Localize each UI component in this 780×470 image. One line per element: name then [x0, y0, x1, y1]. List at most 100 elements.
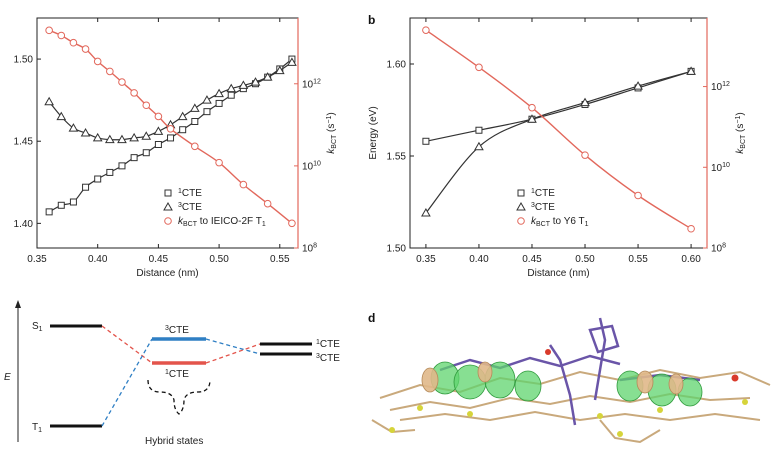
right-1cte-label: 1CTE [316, 339, 340, 350]
chart-a-data-point-square [191, 118, 199, 125]
chart-a-legend-text: CTE [182, 202, 202, 213]
chart-a-x-tick-label: 0.35 [27, 254, 47, 265]
chart-b-x-tick-label: 0.45 [522, 254, 542, 265]
chart-b-data-point-triangle [474, 141, 484, 151]
chart-a-right-tick-base: 10 [302, 244, 314, 255]
chart-b-legend-text: to Y6 T [550, 216, 585, 227]
connector-s1-1cte [101, 325, 153, 364]
chart-a-right-axis-label-part: −1 [326, 116, 333, 124]
chart-a-y-tick-label: 1.40 [14, 219, 34, 230]
chart-b-x-tick-label: 0.35 [416, 254, 436, 265]
chart-a-legend-entry: kBCT to IEICO-2F T1 [178, 216, 266, 228]
chart-a-data-point-square [154, 141, 162, 148]
chart-a-right-axis-label-part: (s [326, 124, 337, 135]
chart-b-data-point-circle [528, 103, 536, 112]
chart-b-y-tick-label: 1.50 [387, 244, 407, 255]
chart-a-data-point-triangle [250, 77, 261, 86]
chart-a-data-point-square [167, 134, 175, 142]
chart-a-data-point-triangle [153, 126, 164, 135]
chart-a-right-axis-label-part: BCT [331, 134, 338, 149]
chart-a-right-tick-label: 108 [302, 243, 317, 255]
chart-a-data-point-triangle [226, 83, 237, 93]
chart-a-right-axis-label-part: k [326, 148, 337, 154]
t1-label: T1 [32, 422, 42, 434]
chart-b-legend-marker-circle [517, 217, 525, 225]
chart-b-right-tick-base: 10 [711, 244, 723, 255]
chart-b-data-point-triangle [421, 208, 431, 217]
chart-a-y-tick-label: 1.50 [14, 55, 34, 66]
chart-a-data-point-square [130, 154, 138, 162]
chart-b-right-axis-label-part: −1 [735, 116, 742, 124]
chart-a-legend-text: to IEICO-2F T [197, 216, 262, 227]
chart-a-data-point-triangle [141, 131, 152, 140]
panel-label-b: b [368, 13, 375, 27]
chart-b-legend-text: 1 [585, 221, 589, 228]
chart-a-x-axis-label: Distance (nm) [136, 268, 198, 279]
chart-b-legend-marker-square [517, 189, 525, 197]
chart-a-data-point-circle [191, 142, 199, 151]
chart-a-right-tick-base: 10 [302, 79, 314, 90]
chart-a-right-tick-exp: 8 [313, 243, 317, 250]
chart-b-data-point-triangle [686, 66, 696, 75]
chart-b-right-tick-base: 10 [711, 163, 723, 174]
chart-b-data-point-circle [475, 63, 483, 72]
chart-a-data-point-square [179, 126, 187, 134]
hybrid-states-label: Hybrid states [145, 436, 203, 447]
chart-b-data-point-circle [634, 191, 642, 200]
panel-label-d: d [368, 311, 375, 325]
chart-a-legend-marker-circle [164, 217, 172, 225]
chart-a-data-point-square [118, 162, 126, 170]
chart-b-data-point-square [475, 126, 483, 134]
chart-a-data-point-circle [69, 38, 78, 47]
chart-a-legend-marker-triangle [163, 201, 173, 211]
chart-b: 0.35 0.40 0.45 0.50 0.55 0.601.501.551.601081… [368, 17, 747, 279]
hybrid-brace [147, 379, 211, 415]
chart-a-data-point-triangle [238, 80, 249, 89]
chart-b-series-line-triangle [425, 70, 692, 214]
chart-b-y-tick-label: 1.60 [387, 60, 407, 71]
chart-a-legend-text: 1 [178, 188, 182, 195]
chart-a-data-point-square [94, 175, 102, 183]
chart-a-right-tick-label: 1010 [302, 160, 321, 172]
chart-b-x-axis-label: Distance (nm) [527, 268, 589, 279]
chart-b-legend-entry: kBCT to Y6 T1 [531, 216, 589, 228]
s1-label: S1 [32, 321, 43, 333]
molecular-structure-image [371, 317, 771, 444]
chart-b-data-point-circle [422, 26, 430, 34]
chart-a-data-point-circle [81, 45, 90, 53]
chart-b-legend-text: CTE [535, 202, 555, 213]
chart-a-legend-entry: 1CTE [178, 188, 202, 199]
chart-a-data-point-circle [154, 112, 163, 121]
chart-b-legend-entry: 3CTE [531, 202, 555, 213]
chart-b-right-tick-label: 1012 [711, 81, 730, 93]
chart-a-right-axis-label: kBCT (s−1) [326, 112, 338, 153]
chart-b-right-axis-label-part: k [735, 148, 746, 154]
chart-a-legend-text: 3 [178, 202, 182, 209]
connector-t1-3cte [101, 338, 153, 427]
chart-a-y-tick-label: 1.45 [14, 137, 34, 148]
chart-a-data-point-triangle [56, 111, 67, 121]
chart-b-legend-text: k [531, 216, 537, 227]
energy-axis-label: E [4, 372, 11, 383]
chart-b-right-axis-label-part: (s [735, 124, 746, 135]
chart-a-data-point-circle [93, 57, 102, 66]
chart-a-data-point-square [82, 183, 90, 191]
chart-a-data-point-triangle [262, 72, 273, 81]
connector-1cte-right [205, 343, 261, 364]
chart-b-data-point-circle [687, 224, 695, 233]
chart-a-data-point-circle [263, 199, 272, 208]
chart-a-data-point-triangle [189, 103, 200, 112]
chart-a-data-point-triangle [202, 95, 212, 104]
chart-a-legend-text: 1 [262, 221, 266, 228]
chart-b-series-line-square [425, 70, 692, 142]
right-3cte-label: 3CTE [316, 353, 340, 364]
chart-b-x-tick-label: 0.50 [575, 254, 595, 265]
chart-b-right-axis-label: kBCT (s−1) [735, 112, 747, 153]
chart-a-data-point-circle [142, 101, 151, 110]
chart-b-right-tick-exp: 10 [722, 162, 730, 169]
chart-a-right-tick-exp: 12 [313, 78, 321, 85]
chart-b-right-tick-label: 1010 [711, 162, 730, 174]
chart-a-data-point-triangle [117, 134, 127, 144]
chart-a-x-tick-label: 0.40 [88, 254, 108, 265]
